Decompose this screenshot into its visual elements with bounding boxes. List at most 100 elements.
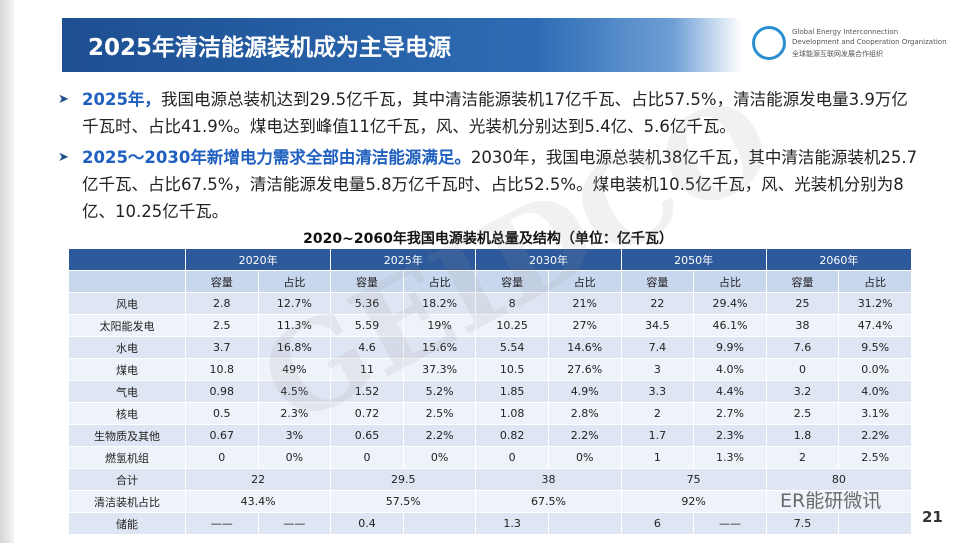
cell: 2.5% (402, 402, 477, 425)
bullet-text: 2030年，我国电源总装机38亿千瓦，其中清洁能源装机25.7亿千瓦、占比67.… (82, 148, 918, 221)
table-row: 核电 0.5 2.3% 0.72 2.5% 1.08 2.8% 2 2.7% 2.5 3.1% (68, 402, 912, 425)
cell: 3.7 (185, 336, 259, 359)
slide-title: 2025年清洁能源装机成为主导电源 (88, 35, 452, 61)
cell: 38 (765, 314, 840, 337)
cell: 7.5 (765, 512, 840, 535)
cell: 0.5 (185, 402, 259, 425)
logo-text: Global Energy Interconnection (792, 28, 899, 36)
cell: 0% (257, 446, 332, 469)
year-header: 2060年 (765, 248, 913, 271)
cell: 5.36 (330, 292, 404, 315)
cell: 1.8 (765, 424, 840, 447)
cell: 4.5% (257, 380, 332, 403)
cell: 37.3% (402, 358, 477, 381)
cell: 0% (402, 446, 477, 469)
sub-header: 占比 (547, 270, 622, 293)
cell: 2.2% (547, 424, 622, 447)
cell (765, 490, 913, 513)
cell: 2.5% (838, 446, 912, 469)
cell: 1.7 (620, 424, 695, 447)
cell: 0% (547, 446, 622, 469)
cell: 0 (475, 446, 549, 469)
cell: 29.4% (693, 292, 767, 315)
cell: 5.54 (475, 336, 549, 359)
cell: 92% (620, 490, 767, 513)
cell: 2.8% (547, 402, 622, 425)
cell: 19% (402, 314, 477, 337)
cell: 0.82 (475, 424, 549, 447)
cell: 0.98 (185, 380, 259, 403)
cell: 2 (765, 446, 840, 469)
cell: 4.0% (838, 380, 912, 403)
page-number: 21 (922, 508, 943, 526)
row-label: 清洁装机占比 (68, 490, 186, 513)
cell: 3.1% (838, 402, 912, 425)
title-band (62, 18, 742, 72)
cell: 9.9% (693, 336, 767, 359)
sub-header: 容量 (765, 270, 840, 293)
row-label: 储能 (68, 512, 186, 535)
cell: 22 (620, 292, 695, 315)
cell: 1.85 (475, 380, 549, 403)
table-row: 生物质及其他 0.67 3% 0.65 2.2% 0.82 2.2% 1.7 2.3% 1.8 2.… (68, 424, 912, 447)
cell: 3.3 (620, 380, 695, 403)
row-label: 气电 (68, 380, 186, 403)
cell: 2.3% (693, 424, 767, 447)
logo-text: 全球能源互联网发展合作组织 (792, 50, 883, 58)
cell: 2.8 (185, 292, 259, 315)
row-label: 燃氢机组 (68, 446, 186, 469)
cell: 57.5% (330, 490, 477, 513)
cell (838, 512, 912, 535)
cell: 27.6% (547, 358, 622, 381)
cell: 1.52 (330, 380, 404, 403)
cell: 14.6% (547, 336, 622, 359)
cell: 2.5 (185, 314, 259, 337)
cell: 7.6 (765, 336, 840, 359)
cell: 0 (185, 446, 259, 469)
cell: 15.6% (402, 336, 477, 359)
year-header: 2025年 (330, 248, 477, 271)
cell: 43.4% (184, 490, 332, 513)
cell (547, 512, 622, 535)
sub-header: 占比 (838, 270, 912, 293)
cell: 10.5 (475, 358, 549, 381)
source-watermark: ER能研微讯 (780, 490, 882, 512)
table-row: 煤电 10.8 49% 11 37.3% 10.5 27.6% 3 4.0% 0 0.0% (68, 358, 912, 381)
sub-header: 容量 (620, 270, 695, 293)
cell: 0.72 (330, 402, 404, 425)
cell: 29.5 (330, 468, 477, 491)
cell: 22 (184, 468, 332, 491)
year-header: 2050年 (620, 248, 767, 271)
bullet: ➤ 2025年，我国电源总装机达到29.5亿千瓦，其中清洁能源装机17亿千瓦、占比… (58, 90, 908, 136)
cell: 4.9% (547, 380, 622, 403)
cell: 2 (620, 402, 695, 425)
cell: 47.4% (838, 314, 912, 337)
cell: 31.2% (838, 292, 912, 315)
cell: 75 (620, 468, 767, 491)
sub-header: 容量 (185, 270, 259, 293)
row-label: 水电 (68, 336, 186, 359)
cell: 2.5 (765, 402, 840, 425)
cell: 46.1% (693, 314, 767, 337)
row-label: 煤电 (68, 358, 186, 381)
table-row: 清洁装机占比 43.4% 57.5% 67.5% 92% (68, 490, 913, 513)
year-header: 2020年 (184, 248, 332, 271)
cell: 5.2% (402, 380, 477, 403)
cell: 38 (475, 468, 622, 491)
cell: 1.3 (475, 512, 549, 535)
sub-header: 容量 (475, 270, 549, 293)
cell: 0.4 (330, 512, 404, 535)
table-row: 水电 3.7 16.8% 4.6 15.6% 5.54 14.6% 7.4 9.9% 7.6 9.5… (68, 336, 912, 359)
cell: 7.4 (620, 336, 695, 359)
table-row: 风电 2.8 12.7% 5.36 18.2% 8 21% 22 29.4% 25 31.2% (68, 292, 912, 315)
cell: 1.3% (693, 446, 767, 469)
row-label: 太阳能发电 (68, 314, 186, 337)
cell: 12.7% (257, 292, 332, 315)
cell: 0 (765, 358, 840, 381)
row-label: 核电 (68, 402, 186, 425)
cell: 10.25 (475, 314, 549, 337)
cell: 21% (547, 292, 622, 315)
cell: 49% (257, 358, 332, 381)
cell (402, 512, 477, 535)
